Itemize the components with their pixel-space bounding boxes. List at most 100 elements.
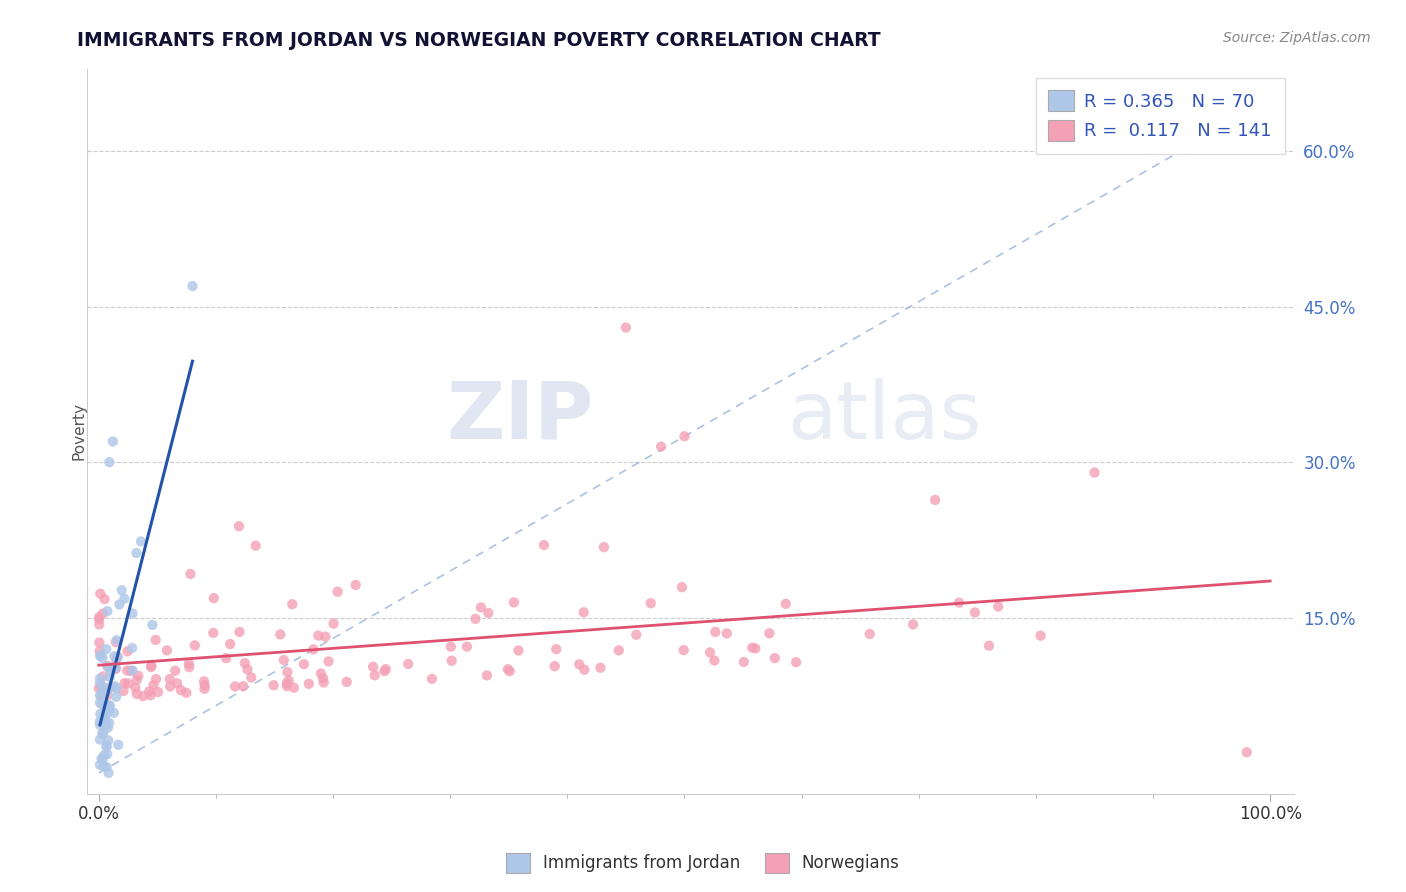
Point [111,583,134,598]
Point [165,664,187,678]
Point [924,492,946,507]
Point [977,639,1000,653]
Point [344,578,367,592]
Point [236,662,259,676]
Point [105,690,128,704]
Point [105,649,128,664]
Point [96,698,118,713]
Point [785,655,807,669]
Point [568,657,591,672]
Point [179,566,201,581]
Point [91,607,114,621]
Point [101,660,124,674]
Point [309,666,332,681]
Point [89,718,111,732]
Point [141,659,163,673]
Point [336,674,359,689]
Point [533,538,555,552]
Point [129,534,152,549]
Point [733,655,755,669]
Point [572,605,595,619]
Point [91,726,114,740]
Point [593,540,616,554]
Point [194,678,217,692]
Point [104,635,127,649]
Point [104,679,127,693]
Point [89,732,111,747]
Point [361,659,384,673]
Point [277,673,299,688]
Point [202,591,225,606]
Point [326,584,349,599]
Point [650,440,672,454]
Point [232,679,254,693]
Point [159,672,181,686]
Point [89,635,111,649]
Point [269,627,291,641]
Text: Source: ZipAtlas.com: Source: ZipAtlas.com [1223,31,1371,45]
Point [141,618,163,632]
Point [139,688,162,702]
Point [987,599,1010,614]
Point [91,682,114,697]
Point [470,600,492,615]
Point [181,279,204,293]
Point [146,685,169,699]
Point [145,632,167,647]
Point [219,637,242,651]
Point [91,726,114,740]
Y-axis label: Poverty: Poverty [72,402,86,460]
Point [98,455,121,469]
Point [105,681,128,696]
Point [276,679,298,693]
Point [314,630,336,644]
Point [105,652,128,666]
Point [170,683,193,698]
Point [89,714,111,729]
Point [607,643,630,657]
Point [121,640,143,655]
Point [93,681,115,695]
Point [107,650,129,665]
Point [224,680,246,694]
Point [98,715,121,730]
Point [114,676,136,690]
Point [312,671,335,685]
Point [90,752,112,766]
Point [138,684,160,698]
Point [716,626,738,640]
Point [89,696,111,710]
Point [94,720,117,734]
Point [103,649,125,664]
Point [93,759,115,773]
Point [90,688,112,702]
Point [91,753,114,767]
Point [496,662,519,676]
Point [117,676,139,690]
Point [125,687,148,701]
Point [281,597,304,611]
Point [307,629,329,643]
Point [193,674,215,689]
Point [96,747,118,762]
Point [100,680,122,694]
Point [104,660,127,674]
Point [93,748,115,763]
Point [91,650,114,665]
Point [544,659,567,673]
Point [292,657,315,672]
Point [96,658,118,673]
Point [276,665,298,679]
Point [703,654,725,668]
Point [96,604,118,618]
Text: atlas: atlas [787,377,981,456]
Point [117,664,139,678]
Point [89,649,111,664]
Point [640,596,662,610]
Point [456,640,478,654]
Point [240,670,263,684]
Point [322,616,344,631]
Point [96,760,118,774]
Point [263,678,285,692]
Point [96,715,118,730]
